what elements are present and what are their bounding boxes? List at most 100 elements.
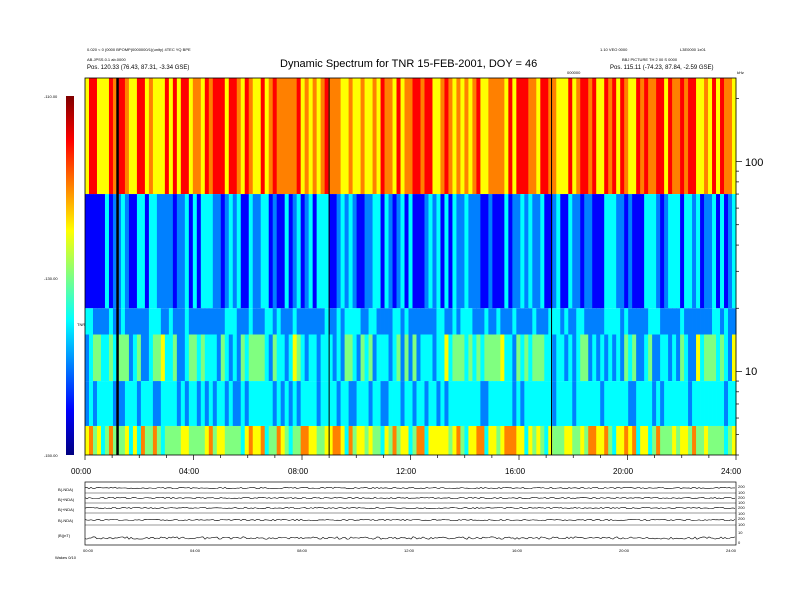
spectrum-cell — [408, 334, 413, 382]
spectrum-cell — [432, 194, 437, 309]
spectrum-cell — [724, 334, 729, 382]
lower-tick-1b: 100 — [738, 490, 745, 495]
spectrum-cell — [644, 308, 649, 335]
header-left-line2: AB.JPSS.0.1 ab.0000 — [87, 57, 126, 62]
spectrum-cell — [472, 194, 477, 309]
spectrum-cell — [248, 308, 254, 335]
spectrum-cell — [224, 308, 230, 335]
spectrum-cell — [180, 334, 186, 382]
header-unit: kHz — [737, 70, 744, 75]
spectrum-cell — [128, 78, 134, 195]
spectrum-cell — [612, 78, 617, 195]
spectrum-cell — [92, 308, 98, 335]
spectrum-cell — [368, 194, 373, 309]
spectrum-cell — [360, 194, 365, 309]
spectrum-cell — [232, 334, 238, 382]
spectrum-cell — [112, 308, 118, 335]
spectrum-cell — [452, 334, 457, 382]
spectrum-cell — [388, 334, 393, 382]
spectrum-cell — [432, 425, 437, 455]
spectrum-cell — [304, 425, 310, 455]
spectrum-cell — [600, 381, 605, 426]
spectrum-cell — [180, 308, 186, 335]
spectrum-cell — [284, 308, 290, 335]
spectrum-cell — [520, 425, 525, 455]
spectrum-cell — [676, 334, 681, 382]
spectrum-cell — [604, 78, 609, 195]
spectrum-cell — [684, 308, 689, 335]
spectrum-cell — [352, 78, 357, 195]
spectrum-cell — [580, 78, 585, 195]
spectrum-cell — [424, 334, 429, 382]
spectrum-cell — [332, 334, 338, 382]
spectrum-cell — [584, 334, 589, 382]
spectrum-cell — [484, 334, 489, 382]
spectrum-cell — [508, 308, 513, 335]
spectrum-cell — [568, 381, 573, 426]
spectrum-cell — [544, 78, 549, 195]
spectrum-cell — [120, 381, 126, 426]
spectrum-cell — [256, 381, 262, 426]
spectrum-cell — [448, 425, 453, 455]
spectrum-cell — [552, 381, 557, 426]
spectrum-cell — [328, 381, 334, 426]
spectrum-cell — [448, 381, 453, 426]
spectrum-cell — [276, 194, 282, 309]
spectrum-cell — [496, 334, 501, 382]
header-right-line1: 1.10 VEO 0000 — [600, 47, 628, 52]
spectrum-cell — [268, 334, 274, 382]
spectrum-cell — [144, 425, 150, 455]
spectrum-cell — [308, 194, 314, 309]
spectrum-cell — [628, 425, 633, 455]
spectrum-cell — [592, 334, 597, 382]
spectrum-cell — [212, 425, 218, 455]
spectrum-cell — [192, 308, 198, 335]
spectrum-cell — [396, 425, 401, 455]
spectrum-cell — [696, 334, 701, 382]
spectrum-cell — [272, 194, 278, 309]
spectrum-cell — [112, 334, 118, 382]
spectrum-cell — [244, 425, 250, 455]
spectrum-cell — [532, 194, 537, 309]
spectrum-cell — [104, 381, 110, 426]
spectrum-cell — [96, 308, 102, 335]
spectrum-cell — [300, 381, 306, 426]
spectrum-cell — [320, 308, 326, 335]
spectrum-cell — [588, 194, 593, 309]
spectrum-cell — [196, 78, 202, 195]
spectrum-cell — [280, 425, 286, 455]
spectrum-cell — [308, 78, 314, 195]
spectrum-cell — [412, 381, 417, 426]
spectrum-cell — [616, 425, 621, 455]
spectrum-cell — [480, 334, 485, 382]
spectrum-cell — [204, 425, 210, 455]
spectrum-cell — [188, 334, 194, 382]
spectrum-cell — [272, 381, 278, 426]
spectrum-cell — [540, 194, 545, 309]
spectrum-cell — [248, 381, 254, 426]
spectrum-cell — [612, 334, 617, 382]
spectrum-cell — [612, 308, 617, 335]
spectrum-cell — [556, 78, 561, 195]
spectrum-cell — [464, 308, 469, 335]
spectrum-cell — [212, 194, 218, 309]
spectrum-cell — [340, 425, 345, 455]
spectrum-cell — [136, 78, 142, 195]
spectrum-cell — [276, 334, 282, 382]
spectrum-cell — [272, 425, 278, 455]
spectrum-cell — [408, 194, 413, 309]
spectrum-cell — [540, 308, 545, 335]
spectrum-cell — [664, 194, 669, 309]
spectrum-cell — [216, 78, 222, 195]
spectrum-cell — [604, 381, 609, 426]
spectrum-cell — [276, 78, 282, 195]
spectrum-cell — [556, 308, 561, 335]
spectrum-cell — [452, 78, 457, 195]
spectrum-cell — [696, 308, 701, 335]
spectrum-cell — [352, 334, 357, 382]
spectrum-cell — [340, 381, 345, 426]
spectrum-cell — [268, 425, 274, 455]
spectrum-cell — [420, 78, 425, 195]
spectrum-cell — [632, 381, 637, 426]
spectrum-cell — [236, 194, 242, 309]
